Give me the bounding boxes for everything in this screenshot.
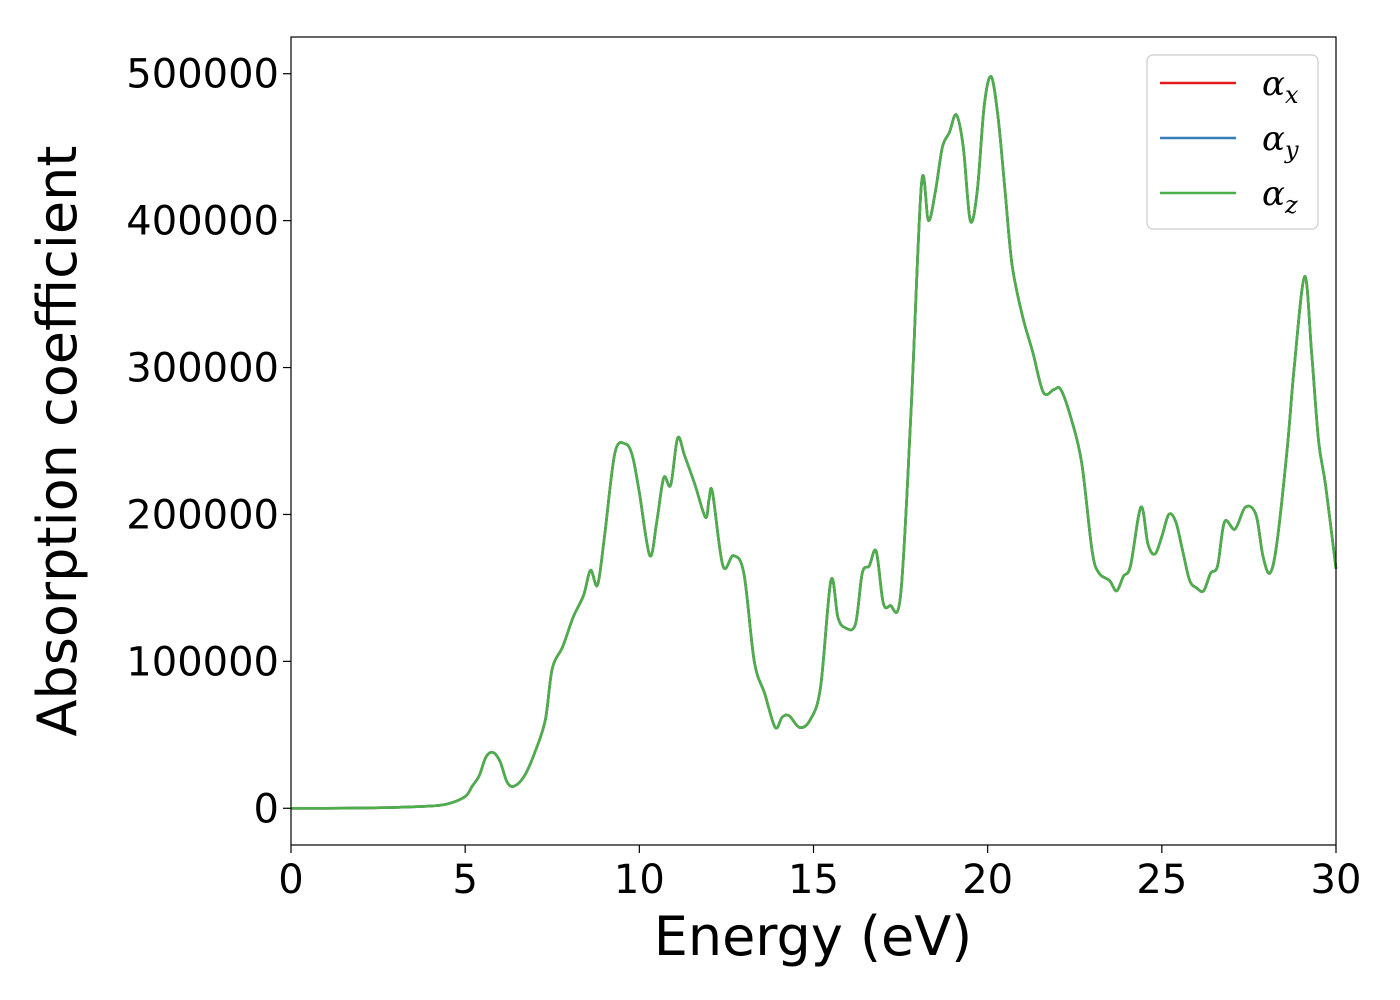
x-tick-label: 25 [1136, 857, 1187, 903]
y-tick-label: 100000 [126, 639, 279, 685]
y-tick-label: 400000 [126, 199, 279, 245]
y-tick-label: 0 [254, 786, 279, 832]
series-layer [290, 75, 1338, 810]
x-tick-label: 30 [1311, 857, 1362, 903]
x-tick-label: 20 [962, 857, 1013, 903]
y-tick-label: 200000 [126, 492, 279, 538]
x-axis-label: Energy (eV) [654, 905, 973, 968]
x-tick-label: 0 [278, 857, 303, 903]
x-tick-label: 10 [614, 857, 665, 903]
series-line-z [290, 75, 1338, 810]
legend-box [1146, 54, 1319, 230]
y-tick-label: 500000 [126, 52, 279, 98]
x-tick-label: 5 [452, 857, 477, 903]
y-tick-label: 300000 [126, 346, 279, 392]
y-axis: 0 100000 200000 300000 400000 500000 [126, 52, 291, 832]
y-axis-label: Absorption coefficient [26, 146, 89, 737]
x-tick-label: 15 [788, 857, 839, 903]
x-axis: 0 5 10 15 20 25 30 [278, 845, 1361, 903]
